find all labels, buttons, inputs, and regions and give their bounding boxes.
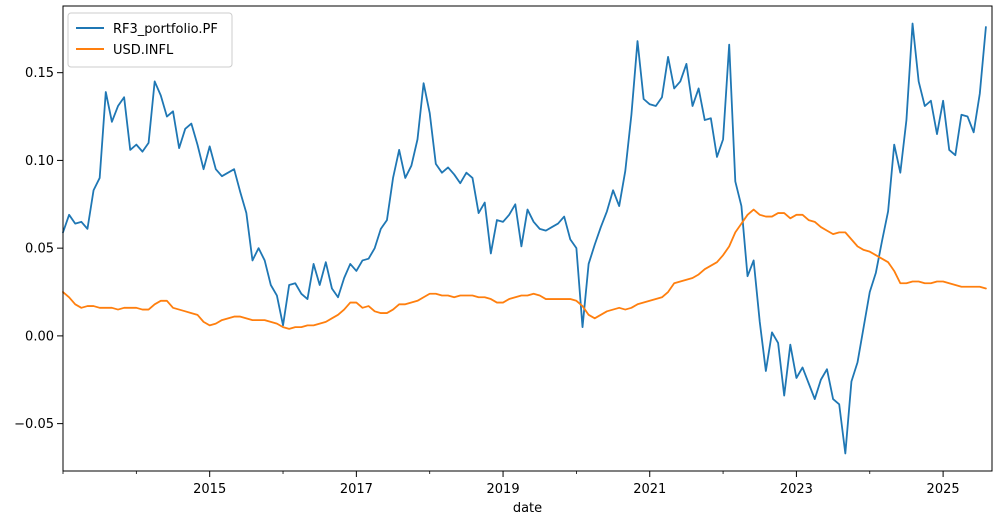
series-layer (62, 22, 987, 455)
y-tick-label: 0.15 (25, 66, 54, 81)
plot-frame (62, 5, 993, 472)
x-tick-label: 2023 (780, 482, 813, 497)
legend-label-0: RF3_portfolio.PF (113, 22, 218, 37)
x-tick-label: 2015 (193, 482, 226, 497)
x-tick-label: 2017 (340, 482, 373, 497)
series-line-1 (62, 208, 987, 330)
legend-items: RF3_portfolio.PF USD.INFL (76, 22, 218, 58)
y-tick-label: 0.05 (25, 242, 54, 257)
series-line-0 (62, 22, 987, 455)
y-tick-label: 0.10 (25, 154, 54, 169)
x-tick-label: 2021 (633, 482, 666, 497)
x-tick-label: 2019 (487, 482, 520, 497)
y-tick-label: −0.05 (14, 417, 54, 432)
plot-area (62, 5, 993, 472)
x-tick-label: 2025 (927, 482, 960, 497)
legend-box (67, 12, 233, 68)
legend: RF3_portfolio.PF USD.INFL (67, 12, 233, 68)
x-axis: 2015 2017 2019 2021 2023 2025 (62, 471, 960, 497)
y-axis: −0.05 0.00 0.05 0.10 0.15 (14, 66, 63, 432)
plot-background (63, 6, 992, 471)
x-axis-label: date (513, 501, 542, 516)
y-tick-label: 0.00 (25, 329, 54, 344)
legend-label-1: USD.INFL (113, 43, 174, 58)
